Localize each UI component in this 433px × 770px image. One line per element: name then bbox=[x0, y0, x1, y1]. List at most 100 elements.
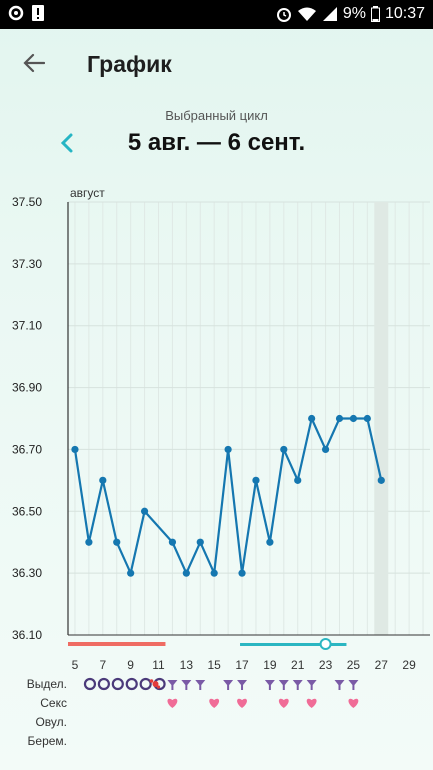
data-point[interactable] bbox=[238, 569, 246, 577]
discharge-drop-icon bbox=[348, 680, 359, 690]
data-point[interactable] bbox=[210, 569, 218, 577]
discharge-drop-icon bbox=[278, 680, 289, 690]
arrow-left-icon bbox=[23, 53, 45, 73]
discharge-drop-icon bbox=[334, 680, 345, 690]
app-bar: График bbox=[0, 29, 433, 97]
data-point[interactable] bbox=[308, 414, 316, 423]
x-tick-label: 5 bbox=[72, 658, 79, 672]
x-tick-label: 13 bbox=[180, 658, 194, 672]
data-point[interactable] bbox=[85, 538, 93, 546]
temperature-line bbox=[73, 417, 383, 575]
chevron-left-icon bbox=[60, 133, 73, 153]
y-tick-label: 36.30 bbox=[12, 566, 42, 580]
heart-icon bbox=[278, 698, 289, 708]
data-point[interactable] bbox=[363, 414, 371, 423]
discharge-circle-icon bbox=[83, 677, 97, 691]
y-tick-label: 36.90 bbox=[12, 381, 42, 395]
row-label: Секс bbox=[40, 696, 67, 710]
discharge-circle-icon bbox=[111, 677, 124, 691]
back-button[interactable] bbox=[16, 45, 52, 81]
data-point[interactable] bbox=[182, 569, 190, 577]
temperature-chart[interactable]: август 37.50 37.30 37.10 36.90 36.70 36.50 36.… bbox=[0, 180, 433, 770]
data-point[interactable] bbox=[113, 538, 121, 546]
month-label: август bbox=[70, 186, 105, 200]
data-point[interactable] bbox=[168, 538, 177, 546]
today-highlight bbox=[374, 202, 389, 635]
y-tick-label: 36.10 bbox=[12, 628, 42, 642]
discharge-circle-icon bbox=[139, 677, 152, 691]
data-point[interactable] bbox=[266, 538, 274, 546]
data-point[interactable] bbox=[71, 445, 79, 454]
heart-icon bbox=[348, 698, 359, 708]
heart-icon bbox=[167, 698, 178, 708]
chart-axes bbox=[67, 202, 430, 636]
y-tick-label: 36.70 bbox=[12, 442, 42, 456]
discharge-drop-icon bbox=[181, 680, 192, 690]
data-point[interactable] bbox=[321, 445, 330, 454]
highlight-band bbox=[374, 202, 389, 635]
x-tick-label: 23 bbox=[319, 658, 333, 672]
data-point[interactable] bbox=[294, 476, 302, 484]
x-tick-label: 17 bbox=[235, 658, 249, 672]
cycle-caption: Выбранный цикл bbox=[165, 108, 268, 123]
heart-icon bbox=[306, 698, 317, 708]
x-tick-label: 29 bbox=[402, 658, 416, 672]
discharge-circle-icon bbox=[97, 677, 110, 691]
y-tick-label: 37.10 bbox=[12, 319, 42, 333]
discharge-drop-icon bbox=[292, 680, 303, 690]
signal-icon bbox=[322, 7, 337, 21]
series-line bbox=[73, 417, 383, 575]
page-title: График bbox=[87, 51, 172, 77]
ovulation-marker[interactable] bbox=[319, 638, 332, 650]
y-tick-label: 37.50 bbox=[12, 195, 42, 209]
data-point[interactable] bbox=[99, 476, 107, 484]
data-point[interactable] bbox=[127, 569, 135, 577]
fertile-window-bar bbox=[240, 643, 347, 646]
discharge-drop-icon bbox=[223, 680, 234, 690]
y-tick-label: 36.50 bbox=[12, 504, 42, 518]
row-label: Овул. bbox=[35, 715, 67, 729]
data-point[interactable] bbox=[140, 507, 149, 515]
alert-icon bbox=[32, 5, 44, 21]
data-point[interactable] bbox=[349, 414, 358, 423]
data-point[interactable] bbox=[335, 414, 344, 423]
heart-icon bbox=[209, 698, 220, 708]
data-point[interactable] bbox=[196, 538, 204, 546]
battery-icon bbox=[370, 6, 380, 22]
discharge-drop-icon bbox=[195, 680, 206, 690]
row-labels: Выдел. Секс Овул. Берем. bbox=[27, 677, 67, 748]
x-tick-label: 15 bbox=[208, 658, 222, 672]
x-tick-label: 27 bbox=[375, 658, 389, 672]
app-notification-icon bbox=[8, 5, 24, 21]
row-label: Выдел. bbox=[27, 677, 67, 691]
data-point[interactable] bbox=[252, 476, 260, 484]
period-bar bbox=[68, 642, 166, 646]
x-tick-label: 21 bbox=[291, 658, 305, 672]
battery-percent: 9% bbox=[342, 5, 366, 22]
discharge-drop-icon bbox=[306, 680, 317, 690]
cycle-bars bbox=[68, 638, 347, 650]
heart-icon bbox=[237, 698, 247, 708]
row-icons bbox=[83, 677, 359, 708]
discharge-drop-icon bbox=[237, 680, 248, 690]
cycle-range: 5 авг. — 6 сент. bbox=[127, 129, 306, 156]
blood-drop-icon bbox=[156, 685, 161, 689]
temperature-points bbox=[71, 414, 385, 577]
x-axis-ticks: 5 7 9 11 13 15 17 19 21 23 25 27 29 bbox=[72, 658, 416, 672]
data-point[interactable] bbox=[224, 445, 232, 454]
previous-cycle-button[interactable] bbox=[54, 128, 80, 158]
x-tick-label: 25 bbox=[347, 658, 361, 672]
data-point[interactable] bbox=[280, 445, 288, 454]
discharge-circle-icon bbox=[125, 677, 138, 691]
alarm-icon bbox=[276, 8, 291, 22]
data-point[interactable] bbox=[377, 476, 385, 484]
discharge-drop-icon bbox=[264, 680, 275, 690]
row-label: Берем. bbox=[28, 734, 67, 748]
discharge-drop-icon bbox=[167, 680, 178, 690]
y-axis-ticks: 37.50 37.30 37.10 36.90 36.70 36.50 36.30 36.10 bbox=[12, 195, 42, 642]
blood-drop-icon bbox=[152, 681, 159, 687]
blood-drop-icon bbox=[149, 679, 154, 683]
wifi-icon bbox=[297, 7, 316, 21]
clock: 10:37 bbox=[384, 5, 425, 22]
status-bar: 9% 10:37 bbox=[0, 0, 433, 29]
